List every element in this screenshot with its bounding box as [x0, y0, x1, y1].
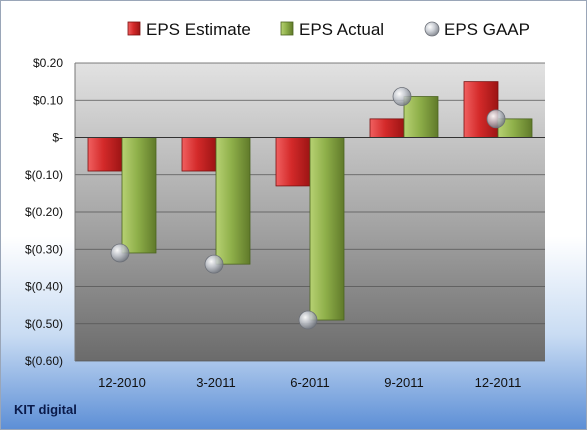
y-tick-label: $0.20: [33, 56, 63, 70]
gaap-marker: [486, 109, 506, 129]
x-axis: 12-2010 3-2011 6-2011 9-2011 12-2011: [98, 375, 521, 390]
bars: [75, 81, 545, 321]
y-tick-label: $0.10: [33, 93, 63, 107]
y-tick-label: $-: [52, 131, 63, 145]
x-tick-label: 12-2010: [98, 375, 146, 390]
estimate-bar: [181, 137, 217, 172]
actual-bar: [215, 137, 251, 265]
y-tick-label: $(0.60): [25, 354, 63, 368]
y-tick-label: $(0.20): [25, 205, 63, 219]
actual-bar: [309, 137, 345, 321]
legend-swatch: [127, 21, 141, 36]
x-tick-label: 6-2011: [290, 375, 330, 390]
actual-bar: [121, 137, 157, 254]
estimate-bar: [87, 137, 123, 172]
x-tick-label: 9-2011: [384, 375, 424, 390]
legend: EPS Estimate EPS Actual EPS GAAP: [127, 20, 530, 39]
gaap-marker: [392, 87, 412, 106]
x-tick-label: 12-2011: [475, 375, 522, 390]
y-tick-label: $(0.30): [25, 242, 63, 256]
y-tick-label: $(0.40): [25, 280, 63, 294]
estimate-bar: [275, 137, 311, 187]
legend-label: EPS GAAP: [444, 20, 530, 39]
company-name: KIT digital: [14, 402, 77, 417]
y-axis: $0.20 $0.10 $- $(0.10) $(0.20) $(0.30) $(0.40)…: [25, 56, 76, 368]
legend-swatch: [280, 21, 294, 36]
legend-label: EPS Estimate: [146, 20, 251, 39]
estimate-bar: [463, 81, 499, 138]
gaap-markers: [110, 87, 506, 330]
x-tick-label: 3-2011: [196, 375, 236, 390]
legend-swatch: [424, 21, 440, 37]
y-tick-label: $(0.50): [25, 317, 63, 331]
legend-label: EPS Actual: [299, 20, 384, 39]
y-tick-label: $(0.10): [25, 168, 63, 182]
gaap-marker: [110, 243, 130, 263]
gaap-marker: [204, 254, 224, 274]
actual-bar: [403, 96, 439, 138]
estimate-bar: [369, 118, 405, 138]
gaap-marker: [298, 310, 318, 330]
